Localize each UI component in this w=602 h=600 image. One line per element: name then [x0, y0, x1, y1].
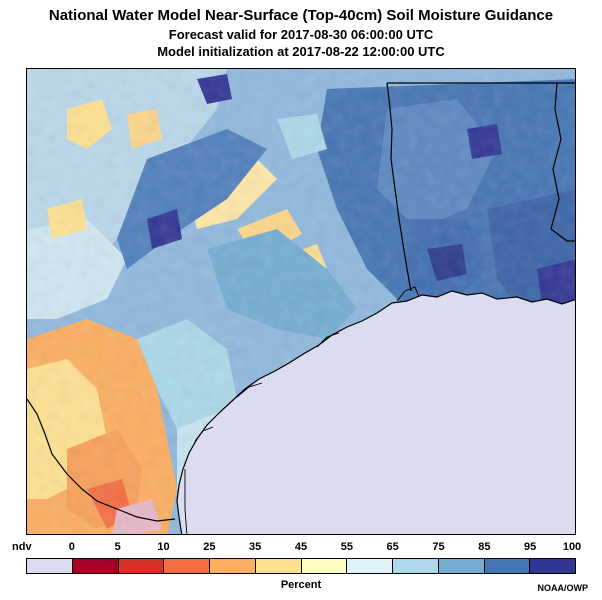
padre-island	[184, 469, 188, 534]
legend-tick-ndv: ndv	[12, 541, 32, 553]
soil-moisture-map	[26, 68, 576, 535]
texas-louisiana-border	[386, 82, 412, 292]
san-antonio-bay	[236, 382, 263, 398]
legend-swatch	[438, 559, 485, 573]
matagorda-bay	[316, 332, 340, 348]
model-initialization-text: Model initialization at 2017-08-22 12:00…	[157, 44, 445, 59]
legend-swatch	[27, 559, 73, 573]
title-block: National Water Model Near-Surface (Top-4…	[0, 6, 602, 60]
legend-tick: 25	[203, 541, 216, 553]
map-title: National Water Model Near-Surface (Top-4…	[48, 7, 554, 24]
forecast-valid-text: Forecast valid for 2017-08-30 06:00:00 U…	[168, 27, 434, 42]
legend-swatch	[393, 559, 439, 573]
legend-tick: 75	[432, 541, 445, 553]
credit-text: NOAA/OWP	[537, 583, 589, 593]
corpus-christi-bay	[194, 426, 214, 442]
legend-swatch	[530, 559, 575, 573]
legend-tick: 55	[340, 541, 353, 553]
legend-tick: 45	[294, 541, 308, 553]
map-canvas	[27, 69, 575, 534]
legend-tick: 35	[249, 541, 262, 553]
legend-swatch	[347, 559, 393, 573]
legend-tick: 5	[114, 541, 121, 553]
color-legend: ndv 0 5 10 25 35 45 55 65 75 85 95 100 P…	[12, 541, 581, 599]
legend-tick: 100	[562, 541, 582, 553]
legend-swatch	[210, 559, 256, 573]
us-mexico-border	[27, 398, 176, 522]
legend-swatch	[255, 559, 302, 573]
gulf-of-mexico	[177, 291, 575, 534]
legend-tick: 10	[157, 541, 170, 553]
legend-color-bar	[26, 558, 576, 574]
legend-swatch	[301, 559, 348, 573]
legend-tick: 95	[524, 541, 537, 553]
legend-tick: 85	[478, 541, 491, 553]
galveston-bay	[396, 286, 420, 302]
legend-tick: 0	[68, 541, 75, 553]
legend-tick: 65	[386, 541, 399, 553]
louisiana-mississippi-border	[550, 82, 575, 242]
legend-swatch	[164, 559, 210, 573]
legend-swatch	[484, 559, 531, 573]
legend-swatch	[118, 559, 165, 573]
legend-tick-row: ndv 0 5 10 25 35 45 55 65 75 85 95 100	[12, 541, 581, 557]
legend-unit-label: Percent	[280, 579, 322, 591]
legend-swatch	[72, 559, 119, 573]
